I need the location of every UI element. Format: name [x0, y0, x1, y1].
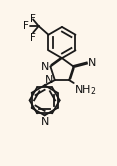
Text: N: N [41, 62, 49, 72]
Text: N: N [88, 58, 96, 68]
Text: F: F [29, 33, 35, 43]
Text: N: N [45, 75, 53, 85]
Text: F: F [29, 14, 35, 24]
Text: NH$_2$: NH$_2$ [74, 83, 97, 97]
Text: F: F [23, 21, 29, 31]
Text: N: N [40, 117, 49, 127]
